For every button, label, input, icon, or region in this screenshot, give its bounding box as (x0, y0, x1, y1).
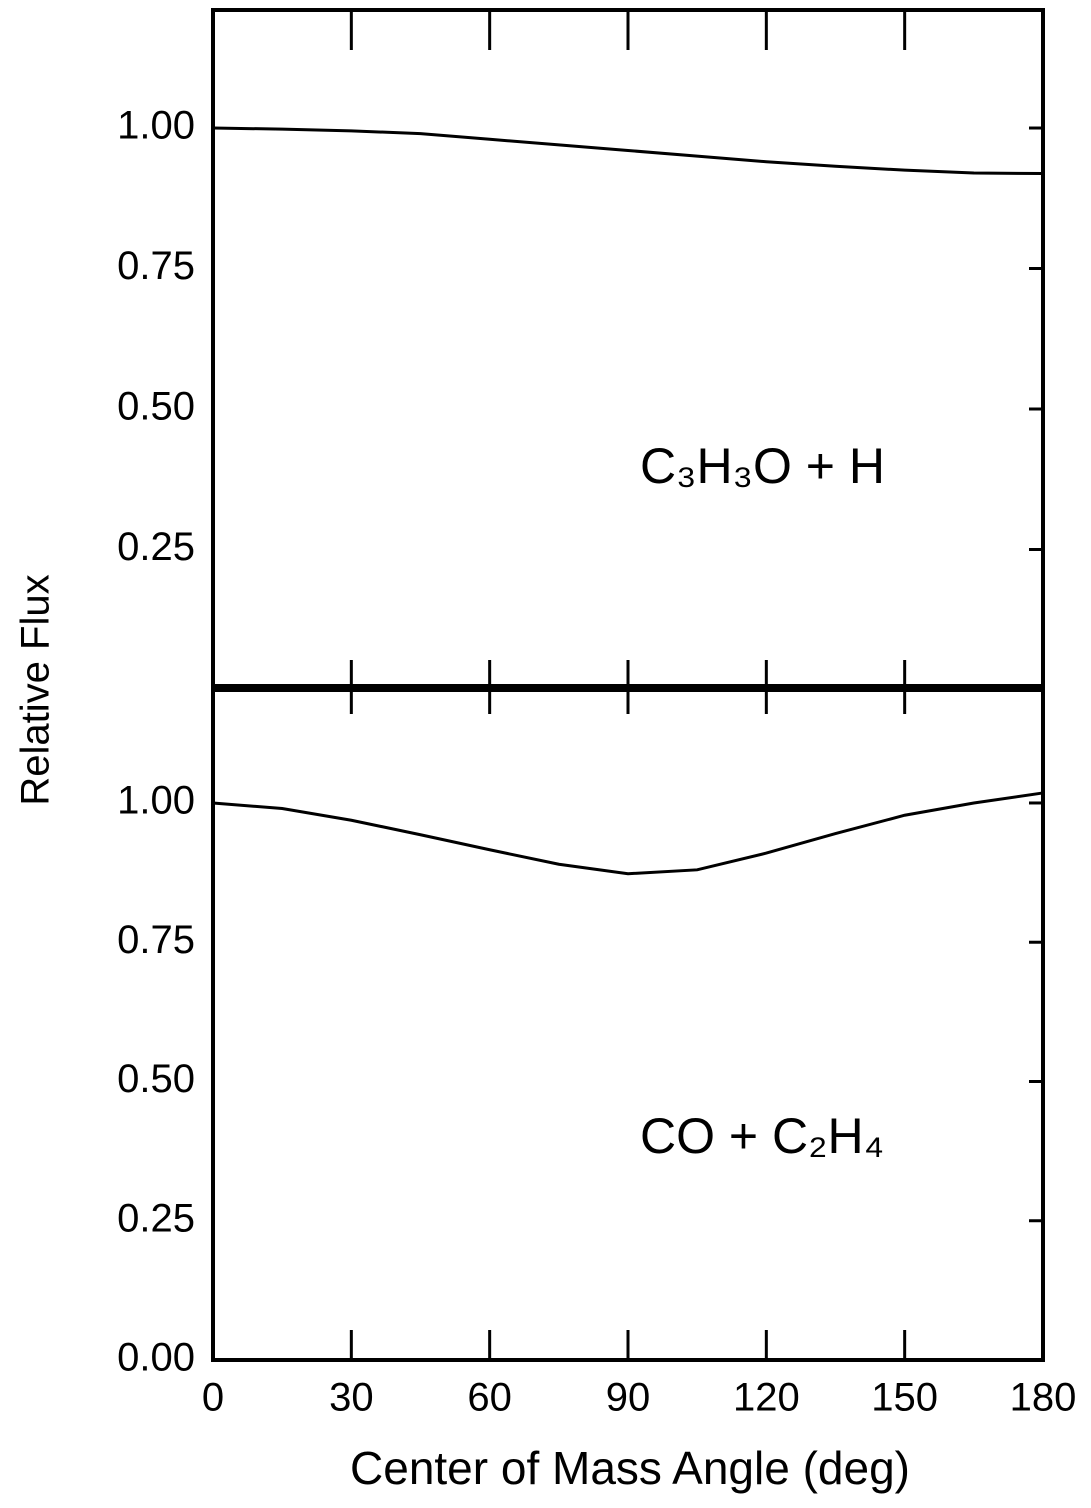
y-tick-label: 0.75 (117, 244, 195, 288)
x-tick-label: 150 (871, 1376, 938, 1420)
annotation: C₃H₃O + H (640, 438, 885, 494)
y-tick-label: 0.50 (117, 385, 195, 429)
y-tick-label: 0.50 (117, 1057, 195, 1101)
y-tick-label: 1.00 (117, 779, 195, 823)
x-axis-label: Center of Mass Angle (deg) (350, 1442, 910, 1494)
y-tick-label: 0.25 (117, 1196, 195, 1240)
line (212, 791, 1044, 876)
x-tick-label: 180 (1010, 1376, 1077, 1420)
y-tick-label: 0.75 (117, 918, 195, 962)
x-tick-label: 120 (733, 1376, 800, 1420)
y-tick-label: 1.00 (117, 104, 195, 148)
y-axis-label: Relative Flux (14, 574, 58, 805)
x-tick-label: 0 (202, 1376, 224, 1420)
x-tick-label: 30 (329, 1376, 374, 1420)
panel-frame (211, 8, 1045, 692)
line (212, 126, 1044, 176)
y-tick-label: 0.25 (117, 525, 195, 569)
panel-frame (211, 684, 1045, 1362)
y-tick-label: 0.00 (117, 1336, 195, 1380)
x-tick-label: 90 (606, 1376, 651, 1420)
annotation: CO + C₂H₄ (640, 1108, 884, 1164)
x-tick-label: 60 (467, 1376, 512, 1420)
